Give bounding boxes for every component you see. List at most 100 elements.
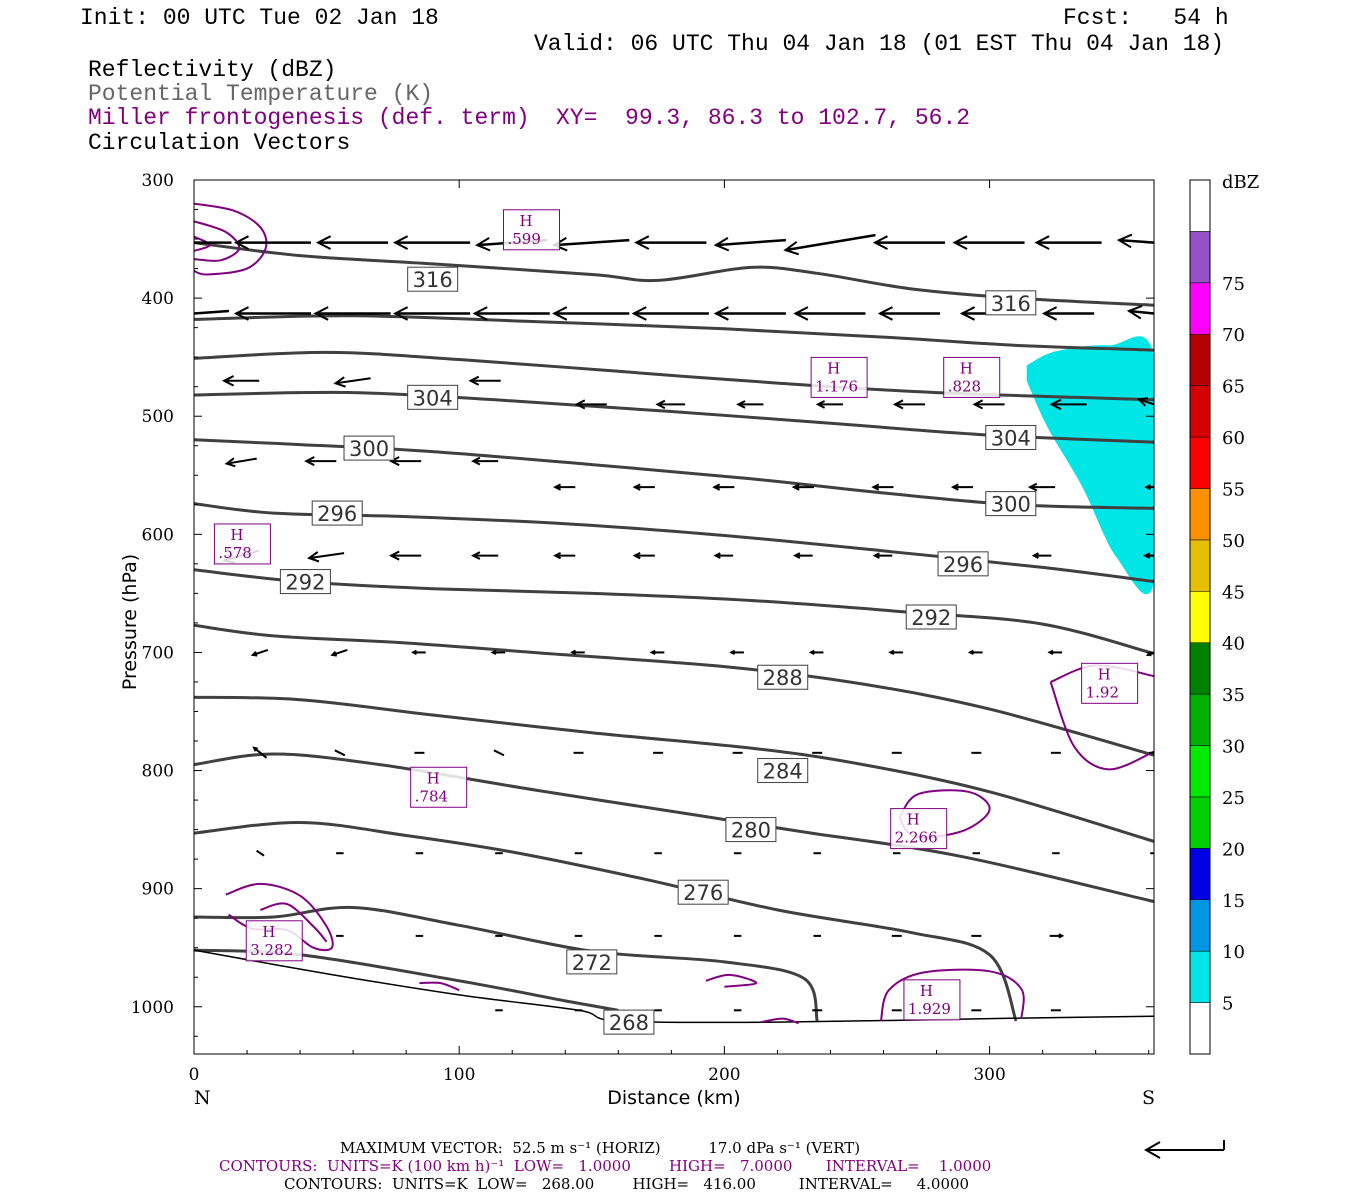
theta-label: 268 <box>603 1009 655 1035</box>
circulation-vector <box>872 235 946 250</box>
colorbar-level-label: 5 <box>1222 994 1233 1015</box>
colorbar-swatch <box>1189 385 1211 438</box>
circulation-vector <box>389 456 422 467</box>
contour-labels: 316 316 304 304 300 300 296 296 292 292 288 284 280 2… <box>213 209 1139 1035</box>
colorbar-swatch <box>1189 693 1211 746</box>
fronto-max-label: H.828 <box>943 356 1001 398</box>
svg-text:H: H <box>907 811 920 829</box>
circulation-vector <box>950 483 974 491</box>
colorbar-level-label: 40 <box>1222 634 1245 655</box>
circulation-vector <box>632 483 655 491</box>
theta-label: 296 <box>311 500 363 526</box>
svg-text:300: 300 <box>991 493 1031 517</box>
circulation-vector <box>712 483 735 491</box>
circulation-vector <box>222 375 260 387</box>
circulation-vector <box>713 552 734 559</box>
svg-text:H: H <box>827 359 840 377</box>
circulation-vector <box>1047 649 1063 655</box>
svg-text:1.92: 1.92 <box>1086 683 1119 701</box>
circulation-vector <box>306 551 345 563</box>
circulation-vector <box>713 237 786 252</box>
theta-label: 288 <box>757 664 809 690</box>
theta-line-316 <box>194 241 1154 307</box>
svg-text:276: 276 <box>683 881 723 905</box>
colorbar-level-label: 35 <box>1222 685 1245 706</box>
circulation-vector <box>304 456 337 467</box>
colorbar-swatch <box>1189 1002 1211 1055</box>
svg-text:304: 304 <box>413 386 453 410</box>
y-axis-title: Pressure (hPa) <box>119 554 141 690</box>
circulation-vector <box>224 457 257 468</box>
svg-text:H: H <box>262 923 275 941</box>
fronto-contour <box>705 973 758 988</box>
theta-contours <box>194 241 1154 1024</box>
theta-label: 280 <box>725 817 777 843</box>
svg-text:316: 316 <box>413 268 453 292</box>
theta-label: 304 <box>985 424 1037 450</box>
forecast-hour: Fcst: 54 h <box>1063 5 1229 31</box>
theta-label: 296 <box>937 551 989 577</box>
max-vector-arrow <box>1143 1140 1225 1159</box>
circulation-vector <box>655 399 686 410</box>
circulation-vector <box>871 483 894 491</box>
theta-line-272 <box>194 905 819 1022</box>
colorbar-unit: dBZ <box>1222 172 1259 193</box>
circulation-vector <box>808 649 824 655</box>
colorbar-swatch <box>1189 179 1211 232</box>
svg-text:H: H <box>960 359 973 377</box>
circulation-vector <box>574 399 607 410</box>
colorbar-swatch <box>1189 436 1211 489</box>
x-tick-label: 100 <box>443 1065 475 1085</box>
fronto-contour <box>194 220 241 262</box>
fronto-max-label: H2.266 <box>890 808 948 850</box>
colorbar-level-label: 45 <box>1222 582 1245 603</box>
circulation-vector <box>315 235 389 250</box>
circulation-vector <box>1031 552 1052 559</box>
circulation-vector <box>470 456 499 466</box>
colorbar-level-label: 70 <box>1222 325 1245 346</box>
svg-text:.578: .578 <box>218 544 251 562</box>
theta-label: 304 <box>407 384 459 410</box>
fronto-contour <box>419 981 460 992</box>
colorbar-swatch <box>1189 642 1211 695</box>
fronto-max-label: H.578 <box>213 523 271 565</box>
svg-text:H: H <box>230 526 243 544</box>
circulation-vector <box>736 400 764 409</box>
colorbar: 5 10 15 20 25 30 35 40 45 50 55 60 65 70 75 dBZ <box>1189 172 1259 1055</box>
circulation-vector <box>791 483 814 491</box>
theta-line-276 <box>194 820 1018 1022</box>
field-frontogenesis-label: Miller frontogenesis (def. term) <box>88 105 530 131</box>
svg-text:.599: .599 <box>507 230 540 248</box>
circulation-vector <box>233 306 312 321</box>
svg-text:H: H <box>519 212 532 230</box>
theta-line-284 <box>194 695 1154 843</box>
circulation-vector <box>194 309 230 315</box>
circulation-vector <box>1049 398 1087 411</box>
svg-text:316: 316 <box>991 292 1031 316</box>
circulation-vector <box>872 552 893 559</box>
svg-text:3.282: 3.282 <box>250 941 293 959</box>
fronto-contour <box>761 1017 799 1025</box>
circulation-vector <box>815 400 843 409</box>
svg-text:2.266: 2.266 <box>895 829 938 847</box>
circulation-vector <box>334 749 346 757</box>
circulation-vector <box>393 306 471 321</box>
circulation-vector <box>330 648 348 657</box>
svg-text:300: 300 <box>349 437 389 461</box>
fronto-max-label: H1.92 <box>1081 662 1139 704</box>
colorbar-level-label: 10 <box>1222 942 1245 963</box>
y-tick-label: 900 <box>142 880 174 900</box>
max-vector-line: MAXIMUM VECTOR: 52.5 m s⁻¹ (HORIZ) 17.0 … <box>340 1139 861 1157</box>
fronto-max-label: H3.282 <box>245 920 303 962</box>
svg-text:284: 284 <box>763 760 803 784</box>
circulation-vector <box>634 235 707 250</box>
colorbar-level-label: 75 <box>1222 274 1245 295</box>
fronto-max-label: H.784 <box>410 766 468 808</box>
circulation-vector <box>194 241 232 244</box>
init-time: Init: 00 UTC Tue 02 Jan 18 <box>80 5 439 31</box>
circulation-vector <box>877 306 941 321</box>
colorbar-level-label: 15 <box>1222 891 1245 912</box>
colorbar-swatch <box>1189 591 1211 643</box>
svg-text:H: H <box>920 982 933 1000</box>
